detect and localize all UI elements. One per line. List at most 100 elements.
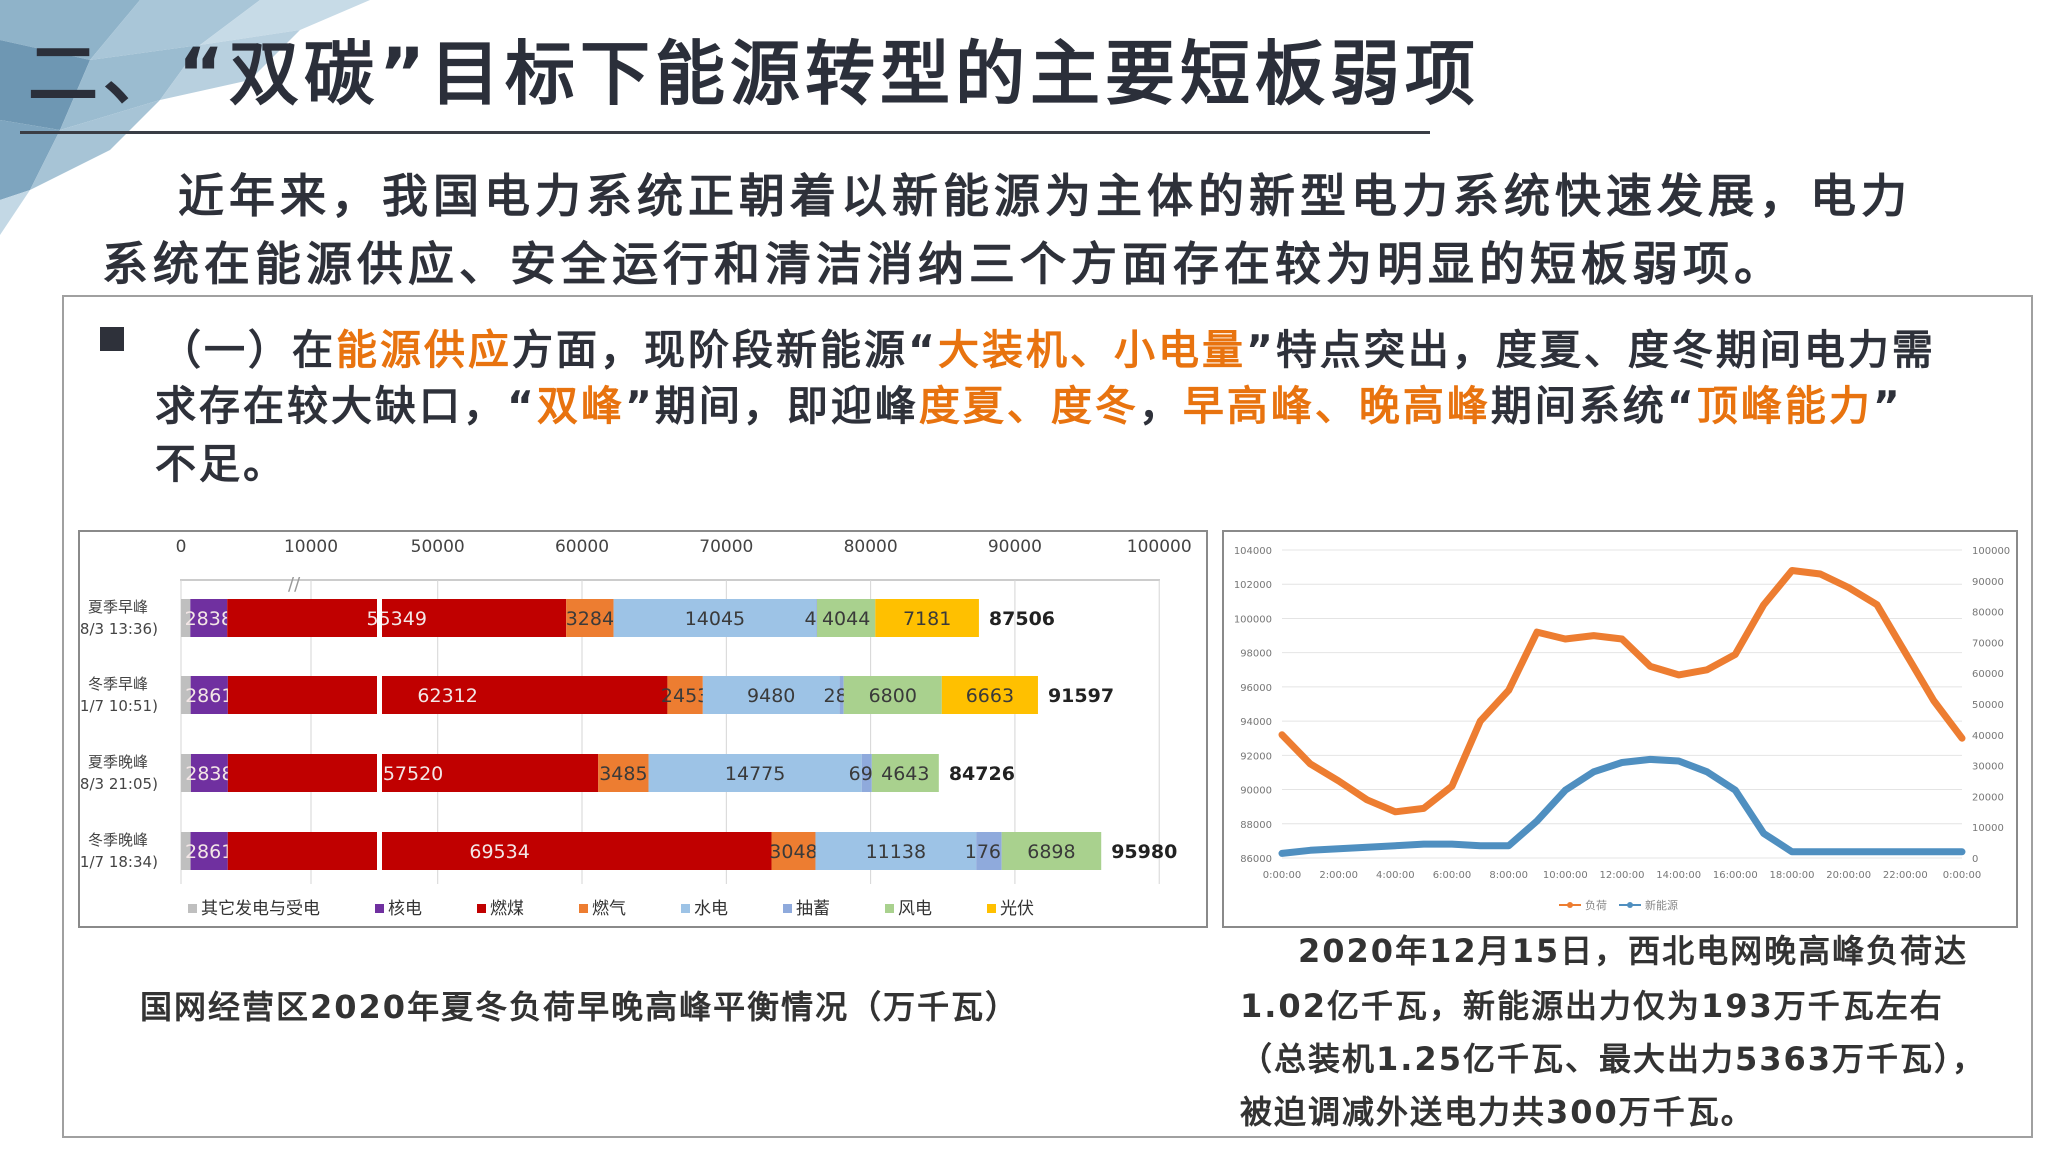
bullet-text: 求存在较大缺口，“: [155, 382, 537, 430]
bar-segment-1: [190, 676, 228, 714]
square-bullet-icon: [100, 327, 124, 351]
legend-swatch: [477, 904, 486, 913]
x-tick-label: 60000: [555, 537, 609, 557]
left-y-tick-label: 86000: [1240, 854, 1272, 865]
bar-segment-2: [227, 832, 772, 870]
data-label: 3485: [599, 763, 647, 785]
total-label: 91597: [1048, 685, 1114, 707]
intro-line-2: 系统在能源供应、安全运行和清洁消纳三个方面存在较为明显的短板弱项。: [102, 237, 1785, 291]
bar-segment-6: [816, 599, 876, 637]
x-tick-label: 18:00:00: [1770, 870, 1815, 881]
x-tick-label: 22:00:00: [1883, 870, 1928, 881]
legend-swatch: [375, 904, 384, 913]
x-tick-label: 50000: [411, 537, 465, 557]
left-y-tick-label: 102000: [1234, 580, 1272, 591]
data-label: 11138: [866, 841, 926, 863]
bar-segment-3: [566, 599, 614, 637]
highlighted-text: 早高峰、晚高峰: [1182, 382, 1491, 430]
bar-segment-0: [181, 676, 191, 714]
series-line-1: [1278, 755, 1966, 857]
bar-segment-6: [843, 676, 942, 714]
x-tick-label: 80000: [844, 537, 898, 557]
bullet-line-1: （一）在能源供应方面，现阶段新能源“大装机、小电量”特点突出，度夏、度冬期间电力…: [160, 316, 1936, 376]
x-tick-label: 10000: [284, 537, 338, 557]
x-tick-label: 16:00:00: [1713, 870, 1758, 881]
x-tick-label: 10:00:00: [1543, 870, 1588, 881]
bar-segment-1: [190, 754, 228, 792]
legend-label: 燃气: [592, 899, 626, 919]
bar-segment-0: [181, 599, 191, 637]
right-y-tick-label: 100000: [1972, 546, 2010, 557]
legend-label: 抽蓄: [796, 899, 830, 919]
left-y-tick-label: 104000: [1234, 546, 1272, 557]
data-label: 14045: [685, 608, 745, 630]
data-label: 3284: [566, 608, 614, 630]
bar-segment-5: [816, 599, 818, 637]
stacked-bar-chart: 0 10000 50000 60000 70000 80000 90000 100000 // 夏…: [74, 530, 1208, 928]
bar-segment-6: [1001, 832, 1102, 870]
bar-segment-7: [875, 599, 979, 637]
line-chart-caption-4: 被迫调减外送电力共300万千瓦。: [1240, 1093, 1755, 1131]
title-divider: [20, 131, 1430, 134]
category-label: (8/3 21:05): [80, 775, 158, 793]
line-chart-caption-1: 2020年12月15日，西北电网晚高峰负荷达: [1298, 932, 1969, 970]
bullet-line-3: 不足。: [155, 430, 287, 490]
load-line-chart: 86000 88000 90000 92000 94000 96000 98000 10000…: [1222, 530, 2018, 928]
bar-segment-7: [941, 676, 1038, 714]
x-tick-label: 2:00:00: [1319, 870, 1358, 881]
bar-segment-0: [181, 754, 191, 792]
bullet-text: ”: [1872, 382, 1903, 430]
x-tick-label: 0:00:00: [1263, 870, 1302, 881]
right-y-tick-label: 30000: [1972, 762, 2004, 773]
data-label: 7181: [903, 608, 951, 630]
bullet-text: ，: [1138, 382, 1183, 430]
legend-label: 新能源: [1645, 898, 1678, 912]
x-tick-label: 6:00:00: [1433, 870, 1472, 881]
category-label: (8/3 13:36): [80, 620, 158, 638]
data-label: 2453: [661, 685, 709, 707]
data-label: 6898: [1027, 841, 1075, 863]
data-label: 9480: [747, 685, 795, 707]
bar-segment-2: [227, 676, 668, 714]
data-label: 62312: [417, 685, 477, 707]
axis-break-mark: //: [288, 574, 301, 595]
right-y-tick-label: 10000: [1972, 823, 2004, 834]
category-label: 夏季晚峰: [88, 753, 148, 771]
bullet-text: 不足。: [155, 440, 287, 488]
category-label: (1/7 18:34): [80, 853, 158, 871]
x-tick-label: 0:00:00: [1943, 870, 1982, 881]
axis-break-gap: [377, 753, 382, 793]
category-label: 夏季早峰: [88, 598, 148, 616]
bar-segment-5: [861, 754, 872, 792]
bar-segment-4: [815, 832, 977, 870]
bar-segment-3: [667, 676, 703, 714]
bar-segment-5: [976, 832, 1002, 870]
left-y-tick-label: 92000: [1240, 751, 1272, 762]
bar-segment-1: [190, 832, 228, 870]
legend-swatch: [188, 904, 197, 913]
data-label: 6800: [869, 685, 917, 707]
x-tick-label: 14:00:00: [1656, 870, 1701, 881]
right-y-tick-label: 70000: [1972, 638, 2004, 649]
legend-swatch: [681, 904, 690, 913]
bar-segment-4: [613, 599, 817, 637]
data-label: 2838: [185, 763, 233, 785]
bullet-text: ”特点突出，度夏、度冬期间电力需: [1245, 326, 1936, 374]
right-y-tick-label: 50000: [1972, 700, 2004, 711]
x-tick-label: 90000: [988, 537, 1042, 557]
bullet-text: ”期间，即迎峰: [624, 382, 919, 430]
highlighted-text: 大装机、小电量: [937, 326, 1246, 374]
data-label: 69534: [469, 841, 529, 863]
data-label: 14775: [725, 763, 785, 785]
background-lowpoly-decoration: [0, 0, 370, 235]
axis-break-gap: [377, 598, 382, 638]
category-label: (1/7 10:51): [80, 697, 158, 715]
legend-swatch: [987, 904, 996, 913]
highlighted-text: 双峰: [536, 382, 625, 430]
legend-label: 核电: [388, 899, 422, 919]
right-y-tick-label: 0: [1972, 854, 1978, 865]
data-label: 55349: [366, 608, 426, 630]
data-label: 3048: [769, 841, 817, 863]
left-y-tick-label: 90000: [1240, 786, 1272, 797]
bar-segment-2: [227, 754, 599, 792]
